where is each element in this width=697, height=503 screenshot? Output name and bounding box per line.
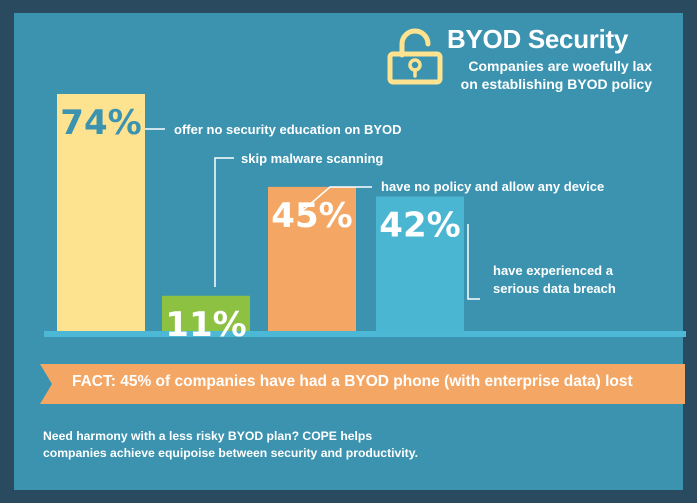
annotation-2-line-1: skip malware scanning	[241, 151, 383, 166]
page-subtitle: Companies are woefully lax on establishi…	[447, 57, 652, 93]
fact-banner	[40, 364, 685, 404]
annotation-4-line-2: serious data breach	[493, 281, 616, 296]
leader-line-4	[467, 224, 480, 300]
bar-value-label-1: 74%	[60, 103, 141, 143]
padlock-icon	[387, 28, 443, 85]
subtitle-line-1: Companies are woefully lax	[468, 58, 652, 74]
fact-text: FACT: 45% of companies have had a BYOD p…	[72, 373, 633, 390]
leader-line-3	[300, 186, 372, 213]
byod-bar-chart: 74%11%45% 42%offer no security education …	[44, 94, 686, 345]
leader-line-2	[214, 157, 234, 287]
bar-4	[376, 196, 464, 331]
annotation-4-line-1: have experienced a	[493, 263, 614, 278]
subtitle-line-2: on establishing BYOD policy	[460, 76, 652, 92]
bar-value-label-2: 11%	[165, 305, 246, 345]
bar-3	[268, 186, 356, 331]
bar-2	[162, 295, 250, 331]
footer-line-2: companies achieve equipoise between secu…	[43, 446, 418, 460]
chart-baseline	[44, 331, 686, 337]
footer-text: Need harmony with a less risky BYOD plan…	[43, 428, 473, 462]
footer-line-1: Need harmony with a less risky BYOD plan…	[43, 429, 373, 443]
annotation-1-line-1: offer no security education on BYOD	[174, 122, 402, 137]
page-title: BYOD Security	[447, 24, 629, 54]
bar-value-label-4: 42%	[379, 205, 460, 245]
annotation-3-line-1: have no policy and allow any device	[381, 179, 604, 194]
bar-1	[57, 94, 145, 331]
